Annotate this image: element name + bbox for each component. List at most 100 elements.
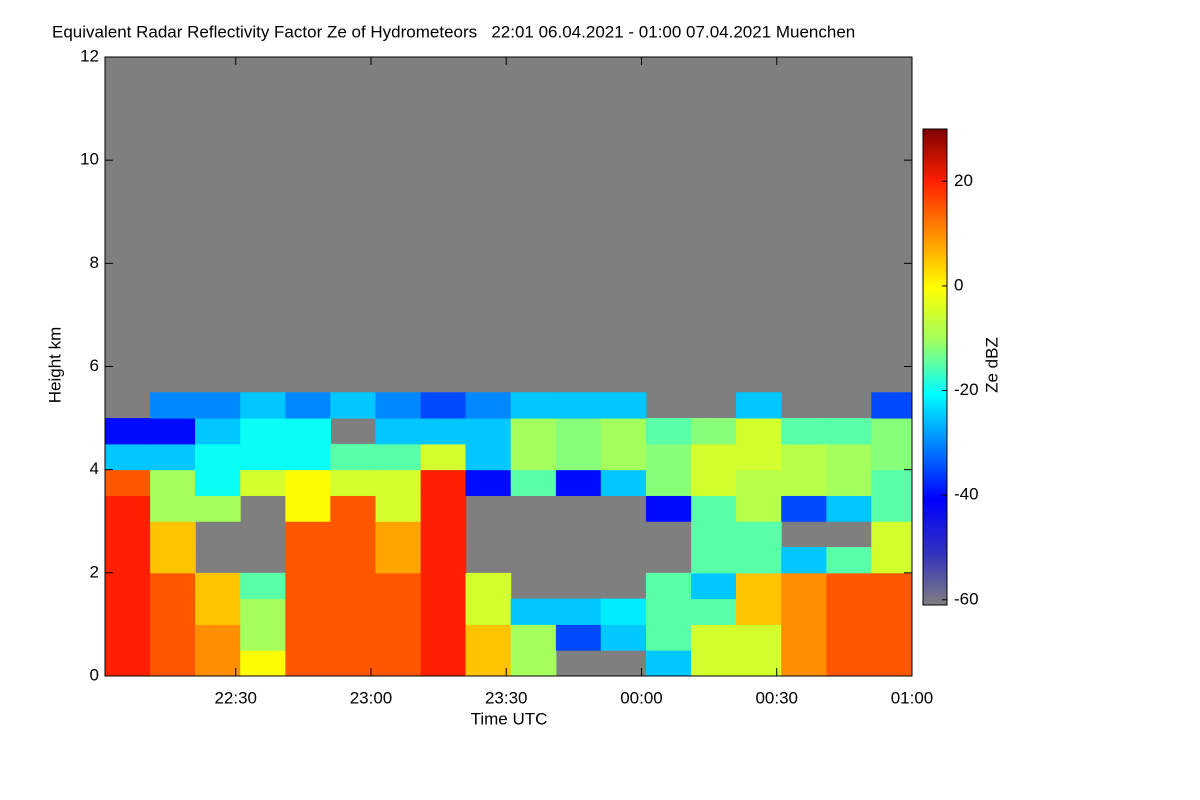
heatmap-cell — [645, 443, 692, 471]
heatmap-cell — [420, 624, 467, 651]
heatmap-cell — [420, 469, 467, 496]
x-tick-label: 23:30 — [485, 688, 528, 707]
heatmap-cell — [871, 418, 913, 445]
heatmap-cell — [195, 443, 241, 471]
heatmap-cell — [375, 572, 422, 600]
heatmap-cell — [285, 418, 332, 445]
colorbar-label: Ze dBZ — [982, 337, 1001, 393]
colorbar-tick-label: 20 — [954, 171, 973, 190]
heatmap-cell — [510, 624, 557, 651]
heatmap-cell — [781, 469, 827, 496]
heatmap-cell — [465, 650, 512, 677]
heatmap-cell — [285, 624, 332, 651]
heatmap-cell — [736, 495, 782, 522]
heatmap-cell — [600, 598, 647, 625]
heatmap-cell — [736, 521, 782, 548]
heatmap-cell — [826, 547, 873, 574]
heatmap-cell — [420, 392, 467, 419]
heatmap-cell — [645, 650, 692, 677]
heatmap-cell — [150, 521, 196, 548]
heatmap-cell — [600, 469, 647, 496]
heatmap-cell — [871, 495, 913, 522]
heatmap-cell — [555, 598, 602, 625]
heatmap-cell — [871, 650, 913, 677]
heatmap-cell — [330, 624, 376, 651]
heatmap-cell — [645, 469, 692, 496]
heatmap-cell — [465, 598, 512, 625]
heatmap-cell — [285, 469, 332, 496]
heatmap-cell — [195, 650, 241, 677]
heatmap-cell — [645, 624, 692, 651]
x-tick-label: 22:30 — [214, 688, 257, 707]
heatmap-cell — [781, 598, 827, 625]
heatmap-cell — [285, 547, 332, 574]
colorbar-frame — [922, 128, 948, 606]
heatmap-cell — [150, 469, 196, 496]
heatmap-cell — [330, 650, 376, 677]
heatmap-cell — [465, 624, 512, 651]
heatmap-cell — [420, 650, 467, 677]
heatmap-cell — [781, 547, 827, 574]
heatmap-cell — [420, 572, 467, 600]
colorbar-tick-label: -40 — [954, 485, 979, 504]
heatmap-cell — [375, 418, 422, 445]
y-tick-label: 10 — [80, 150, 99, 169]
heatmap-cell — [645, 572, 692, 600]
y-tick-label: 12 — [80, 46, 99, 65]
heatmap-cell — [871, 547, 913, 574]
heatmap-cell — [105, 418, 151, 445]
heatmap-cell — [420, 443, 467, 471]
heatmap-cell — [285, 392, 332, 419]
heatmap-cell — [736, 572, 782, 600]
heatmap-cell — [691, 650, 737, 677]
x-tick-label: 01:00 — [891, 688, 934, 707]
x-axis-label: Time UTC — [471, 709, 548, 728]
y-axis-label: Height km — [45, 327, 64, 404]
heatmap-cell — [240, 443, 286, 471]
heatmap-cell — [555, 443, 602, 471]
heatmap-cell — [600, 392, 647, 419]
heatmap-cell — [195, 598, 241, 625]
heatmap-cell — [330, 392, 376, 419]
heatmap-cell — [826, 469, 873, 496]
heatmap-cell — [375, 650, 422, 677]
heatmap-cell — [240, 572, 286, 600]
heatmap-cell — [105, 521, 151, 548]
heatmap-cell — [195, 572, 241, 600]
heatmap-cell — [105, 572, 151, 600]
heatmap-cell — [375, 624, 422, 651]
heatmap-cell — [555, 624, 602, 651]
heatmap-cell — [781, 495, 827, 522]
heatmap-cell — [736, 392, 782, 419]
heatmap-cell — [150, 392, 196, 419]
heatmap-cell — [105, 650, 151, 677]
heatmap-cell — [330, 443, 376, 471]
heatmap-cell — [375, 443, 422, 471]
heatmap-cell — [871, 572, 913, 600]
heatmap-cell — [871, 598, 913, 625]
heatmap-cell — [510, 392, 557, 419]
heatmap-cell — [150, 418, 196, 445]
heatmap-cell — [285, 443, 332, 471]
heatmap-cell — [781, 650, 827, 677]
heatmap-cell — [150, 547, 196, 574]
heatmap-cell — [691, 598, 737, 625]
heatmap-cell — [465, 572, 512, 600]
heatmap-cell — [510, 598, 557, 625]
heatmap-cell — [150, 443, 196, 471]
heatmap-cell — [420, 521, 467, 548]
heatmap-cell — [375, 495, 422, 522]
heatmap-cell — [510, 418, 557, 445]
heatmap-cell — [691, 547, 737, 574]
heatmap-cell — [240, 598, 286, 625]
heatmap-cell — [330, 598, 376, 625]
heatmap-cell — [150, 495, 196, 522]
y-tick-label: 0 — [90, 665, 99, 684]
heatmap-cell — [240, 392, 286, 419]
colorbar — [923, 129, 947, 605]
heatmap-cell — [555, 469, 602, 496]
heatmap-cell — [330, 469, 376, 496]
y-tick-label: 6 — [90, 356, 99, 375]
heatmap-cell — [871, 443, 913, 471]
heatmap-cell — [510, 443, 557, 471]
